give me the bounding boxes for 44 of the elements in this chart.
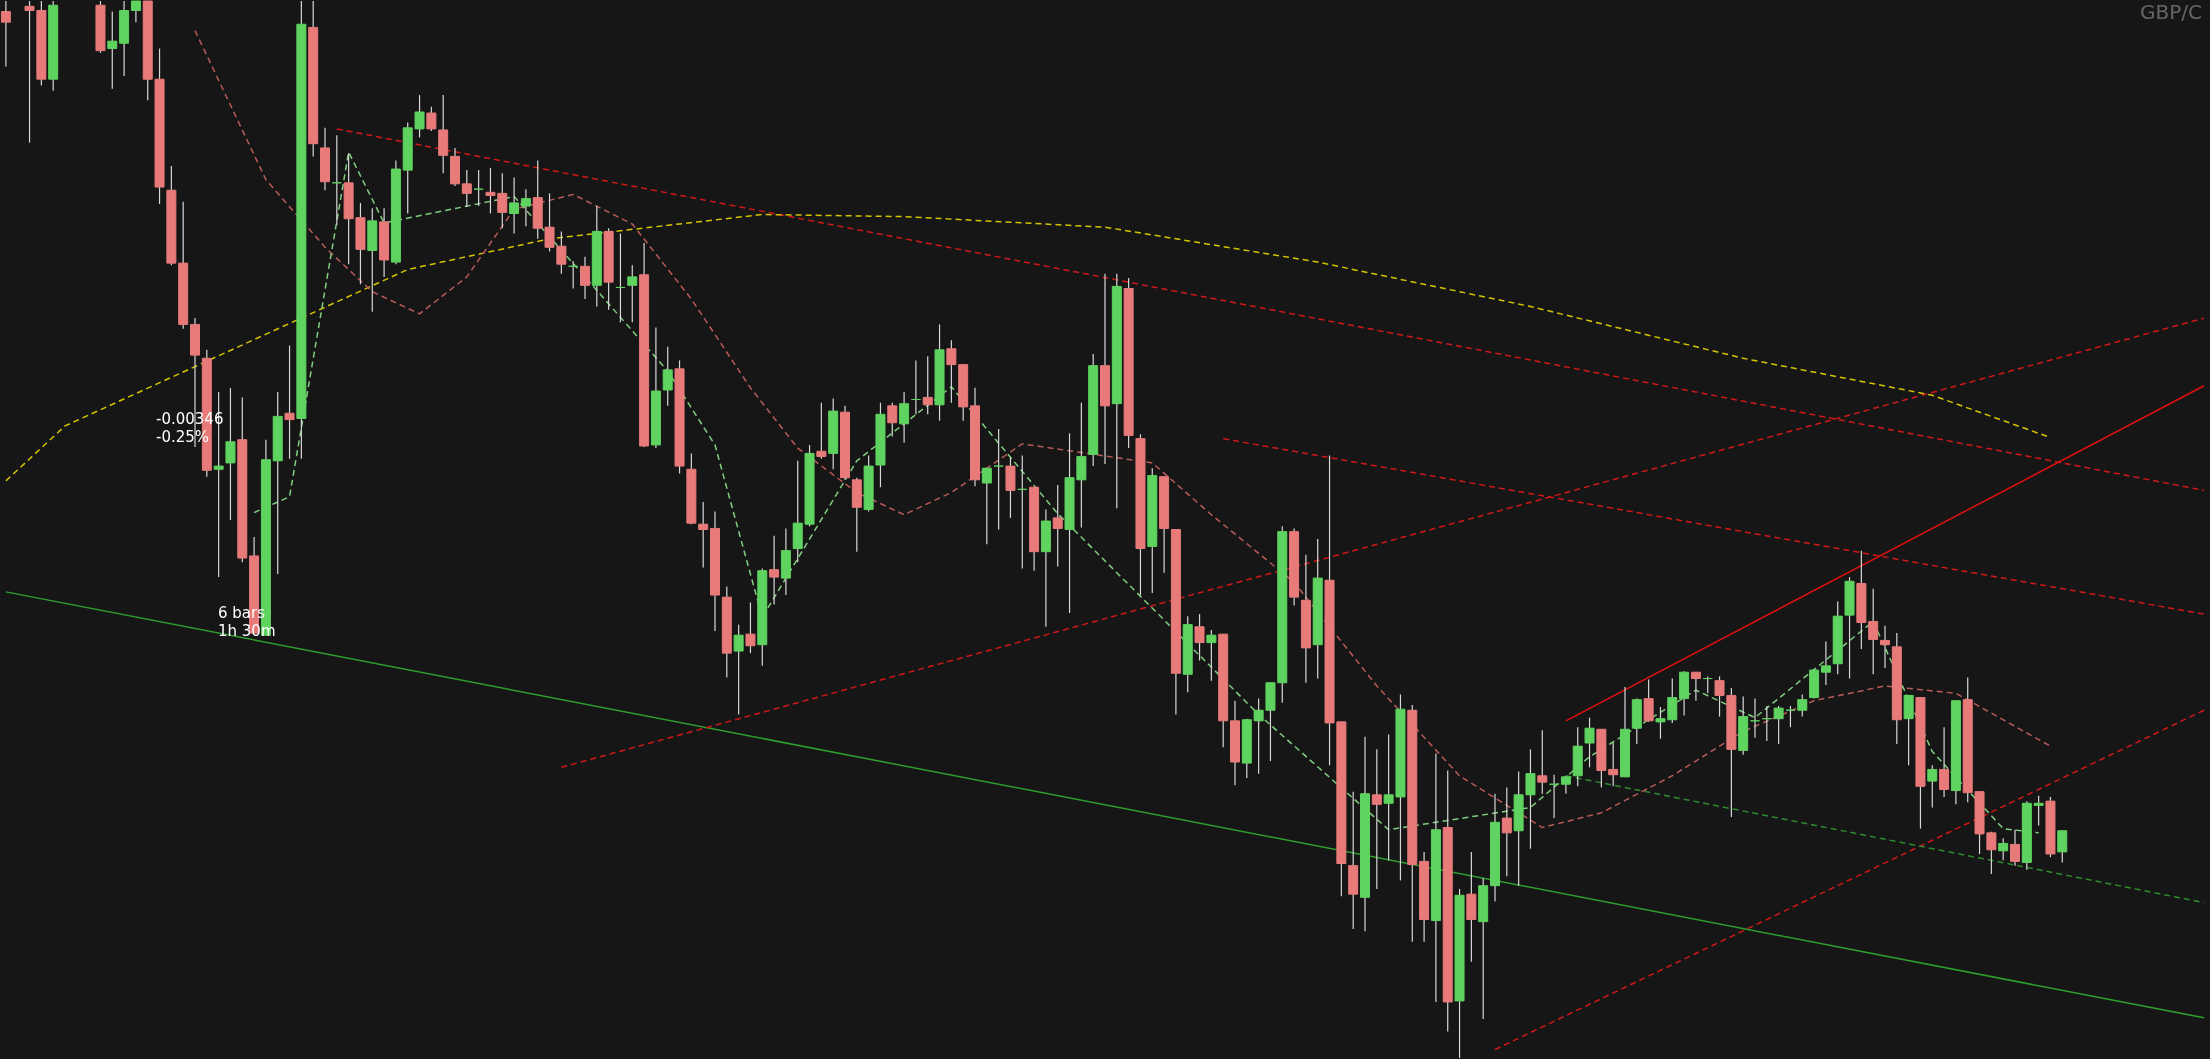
candlestick [816,402,827,460]
candlestick [1903,694,1914,766]
candlestick [733,624,744,716]
candlestick [225,387,236,521]
candlestick [887,402,898,438]
candlestick [769,535,780,606]
candlestick [473,169,484,207]
candlestick [1584,717,1595,768]
candlestick [520,188,531,227]
candlestick [1052,484,1063,568]
candlestick [1206,629,1217,682]
candlestick [1501,786,1512,877]
candlestick [1927,764,1938,809]
candlestick [1017,454,1028,570]
candlestick [1880,625,1890,669]
candlestick [899,391,910,444]
candlestick [461,169,472,208]
annotation: GBP/C [2140,0,2202,24]
candlestick [1939,726,1950,798]
candlestick [662,346,673,407]
candlestick [993,428,1004,531]
candlestick [1371,748,1382,890]
candlestick [107,10,118,90]
candlestick [2057,830,2068,864]
candlestick [1643,678,1654,723]
candlestick [1773,705,1784,745]
candlestick [2010,829,2020,867]
candlestick [922,355,933,415]
candlestick [0,0,11,68]
candlestick [1194,613,1205,662]
candlestick [1690,671,1701,702]
candlestick [698,501,709,569]
candlestick [1797,693,1808,718]
candlestick [509,176,520,235]
candlestick [981,467,992,545]
candlestick [284,344,295,460]
candlestick [130,0,141,23]
candlestick [627,264,638,323]
candlestick [1820,640,1831,686]
candlestick [580,256,590,300]
candlestick [1537,729,1548,795]
candlestick [1998,837,2009,861]
candlestick [745,601,756,654]
annotation: 1h 30m [218,622,276,640]
